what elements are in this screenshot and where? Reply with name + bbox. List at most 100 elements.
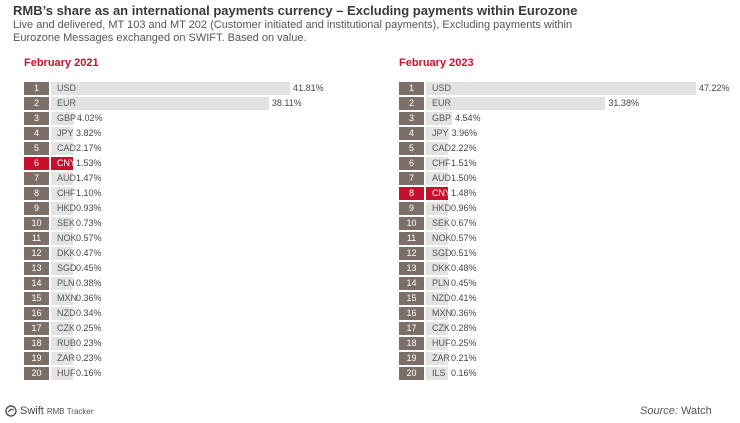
share-value-label: 2.22% xyxy=(451,143,477,153)
currency-label: EUR xyxy=(432,98,452,108)
rank-badge: 18 xyxy=(399,337,424,350)
share-bar xyxy=(426,292,448,305)
currency-label: ILS xyxy=(432,368,446,378)
currency-label: JPY xyxy=(432,128,449,138)
rank-badge: 20 xyxy=(24,367,49,380)
share-bar xyxy=(51,262,73,275)
rank-badge: 15 xyxy=(399,292,424,305)
rank-badge: 16 xyxy=(24,307,49,320)
currency-label: CHF xyxy=(57,188,76,198)
share-value-label: 4.02% xyxy=(76,113,103,123)
share-value-label: 0.25% xyxy=(76,323,102,333)
rank-badge: 17 xyxy=(24,322,49,335)
currency-label: GBP xyxy=(57,113,77,123)
share-bar xyxy=(51,127,73,140)
share-value-label: 0.57% xyxy=(451,233,477,243)
share-value-label: 0.57% xyxy=(76,233,102,243)
currency-label: NOK xyxy=(432,233,452,243)
source-value: Watch xyxy=(680,405,712,417)
rank-badge: 13 xyxy=(24,262,49,275)
share-value-label: 0.28% xyxy=(451,323,477,333)
share-bar xyxy=(426,142,448,155)
share-bar xyxy=(426,322,448,335)
rank-badge: 8 xyxy=(24,187,49,200)
share-bar xyxy=(51,157,73,170)
share-bar xyxy=(426,187,448,200)
ranking-title-2023: February 2023 xyxy=(399,57,474,69)
share-value-label: 1.10% xyxy=(76,188,102,198)
rank-badge: 20 xyxy=(399,367,424,380)
share-value-label: 1.48% xyxy=(451,188,477,198)
share-value-label: 41.81% xyxy=(293,83,324,93)
rank-badge: 4 xyxy=(24,127,49,140)
share-bar xyxy=(51,202,73,215)
share-value-label: 0.45% xyxy=(451,278,477,288)
currency-label: CNY xyxy=(432,188,452,198)
currency-label: MXN xyxy=(432,308,452,318)
share-bar xyxy=(51,352,73,365)
rank-badge: 12 xyxy=(24,247,49,260)
currency-label: SGD xyxy=(57,263,77,273)
rank-badge: 1 xyxy=(399,82,424,95)
share-bar xyxy=(426,337,448,350)
share-bar xyxy=(51,82,291,95)
share-value-label: 0.23% xyxy=(76,338,102,348)
currency-label: USD xyxy=(57,83,77,93)
rank-badge: 19 xyxy=(24,352,49,365)
rank-badge: 6 xyxy=(399,157,424,170)
share-value-label: 47.22% xyxy=(699,83,730,93)
share-value-label: 0.25% xyxy=(451,338,477,348)
currency-label: SGD xyxy=(432,248,452,258)
ranking-panel-2023: 1 USD 47.22% 2 EUR 31.38% 3 GBP 4.54% 4 JPY 3.96% 5 C… xyxy=(399,82,739,382)
brand-sub: RMB Tracker xyxy=(46,406,94,416)
share-bar xyxy=(426,277,448,290)
share-value-label: 0.73% xyxy=(76,218,102,228)
rank-badge: 10 xyxy=(24,217,49,230)
share-bar xyxy=(51,367,73,380)
share-value-label: 38.11% xyxy=(271,98,302,108)
share-bar xyxy=(426,82,696,95)
share-value-label: 2.17% xyxy=(76,143,102,153)
rank-badge: 12 xyxy=(399,247,424,260)
share-bar xyxy=(426,307,448,320)
share-bar xyxy=(51,322,73,335)
swift-brand: Swift RMB Tracker xyxy=(5,405,94,417)
share-bar xyxy=(426,157,448,170)
currency-label: NZD xyxy=(57,308,76,318)
share-bar xyxy=(51,112,74,125)
share-value-label: 0.16% xyxy=(76,368,102,378)
rank-badge: 4 xyxy=(399,127,424,140)
rank-badge: 11 xyxy=(399,232,424,245)
rank-badge: 1 xyxy=(24,82,49,95)
rank-badge: 3 xyxy=(24,112,49,125)
share-value-label: 1.50% xyxy=(451,173,477,183)
share-bar xyxy=(51,307,73,320)
rank-badge: 19 xyxy=(399,352,424,365)
currency-label: CNY xyxy=(57,158,77,168)
share-value-label: 0.48% xyxy=(451,263,477,273)
share-bar xyxy=(426,247,448,260)
share-value-label: 4.54% xyxy=(454,113,481,123)
share-value-label: 1.51% xyxy=(451,158,477,168)
rank-badge: 13 xyxy=(399,262,424,275)
rank-badge: 17 xyxy=(399,322,424,335)
currency-label: HKD xyxy=(432,203,452,213)
rank-badge: 11 xyxy=(24,232,49,245)
share-bar xyxy=(51,337,73,350)
rank-badge: 7 xyxy=(24,172,49,185)
share-value-label: 0.36% xyxy=(76,293,102,303)
share-value-label: 0.36% xyxy=(451,308,477,318)
rank-badge: 3 xyxy=(399,112,424,125)
currency-label: PLN xyxy=(57,278,75,288)
currency-label: PLN xyxy=(432,278,450,288)
rank-badge: 6 xyxy=(24,157,49,170)
currency-label: NZD xyxy=(432,293,451,303)
share-value-label: 0.47% xyxy=(76,248,102,258)
currency-label: RUB xyxy=(57,338,77,348)
currency-label: CHF xyxy=(432,158,451,168)
currency-label: CZK xyxy=(57,323,75,333)
rank-badge: 5 xyxy=(24,142,49,155)
currency-label: ZAR xyxy=(432,353,450,363)
share-value-label: 0.45% xyxy=(76,263,102,273)
currency-label: USD xyxy=(432,83,452,93)
